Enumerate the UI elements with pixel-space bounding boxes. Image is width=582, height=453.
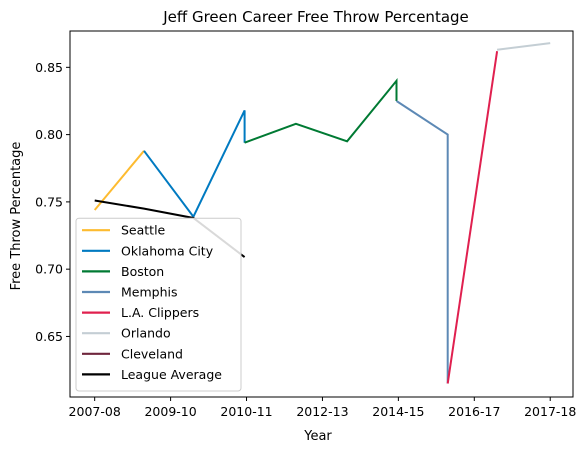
legend-label: Orlando (121, 326, 171, 341)
x-tick-label: 2007-08 (69, 404, 121, 419)
y-tick-label: 0.80 (35, 127, 63, 142)
x-tick-label: 2017-18 (524, 404, 576, 419)
y-axis-label: Free Throw Percentage (9, 142, 24, 291)
series-line-0 (93, 150, 145, 211)
legend-label: Cleveland (121, 346, 183, 361)
legend-label: Memphis (121, 285, 178, 300)
legend-label: L.A. Clippers (121, 305, 199, 320)
x-tick-label: 2016-17 (448, 404, 500, 419)
series-line-2 (244, 77, 398, 144)
legend-box (75, 217, 242, 392)
x-tick-label: 2012-13 (296, 404, 348, 419)
y-tick-label: 0.65 (35, 329, 63, 344)
x-tick-label: 2009-10 (144, 404, 196, 419)
series-line-1 (143, 109, 246, 219)
chart-title: Jeff Green Career Free Throw Percentage (162, 8, 469, 26)
series-line-5 (496, 42, 551, 51)
x-tick-label: 2014-15 (372, 404, 424, 419)
plot-frame (69, 30, 574, 398)
legend-label: Boston (121, 264, 164, 279)
legend: Seattle Oklahoma City Boston Memphis L.A. Cl… (75, 217, 242, 392)
legend-label: Seattle (121, 223, 166, 238)
series-line-3 (395, 100, 449, 384)
x-axis-ticks: 2007-08 2009-10 2010-11 2012-13 2014-15 2016-… (69, 397, 576, 419)
x-tick-label: 2010-11 (220, 404, 272, 419)
y-tick-label: 0.75 (35, 194, 63, 209)
series-layer (93, 42, 551, 384)
legend-label: League Average (121, 367, 222, 382)
x-axis-label: Year (303, 429, 332, 444)
y-tick-label: 0.70 (35, 262, 63, 277)
series-line-4 (446, 51, 499, 384)
y-axis-ticks: 0.65 0.70 0.75 0.80 0.85 (35, 60, 70, 344)
y-tick-label: 0.85 (35, 60, 63, 75)
legend-label: Oklahoma City (121, 243, 214, 258)
